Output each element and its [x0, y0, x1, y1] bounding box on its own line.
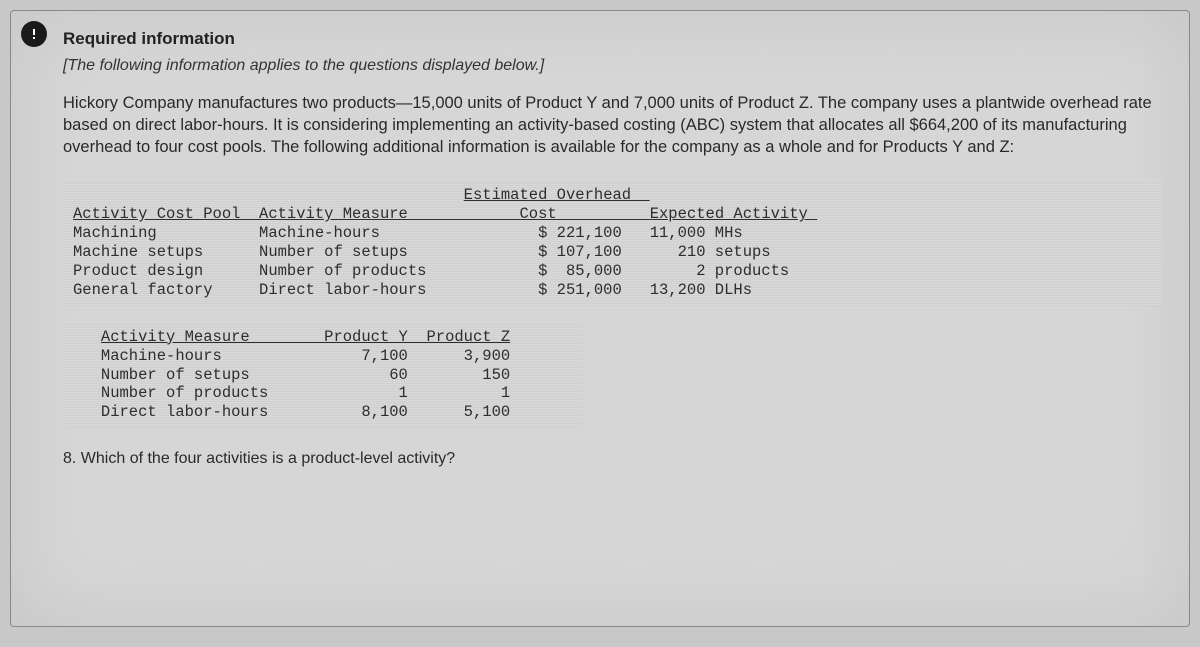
warning-icon: [21, 21, 47, 47]
cost-pool-table: Estimated Overhead Activity Cost Pool Ac…: [63, 180, 1161, 305]
document-page: Required information [The following info…: [10, 10, 1190, 627]
question-text: 8. Which of the four activities is a pro…: [63, 450, 1161, 468]
activity-measure-table: Activity Measure Product Y Product Z Mac…: [63, 322, 583, 429]
subheader-note: [The following information applies to th…: [63, 57, 1161, 75]
body-paragraph: Hickory Company manufactures two product…: [63, 93, 1161, 158]
required-info-heading: Required information: [63, 29, 1161, 49]
